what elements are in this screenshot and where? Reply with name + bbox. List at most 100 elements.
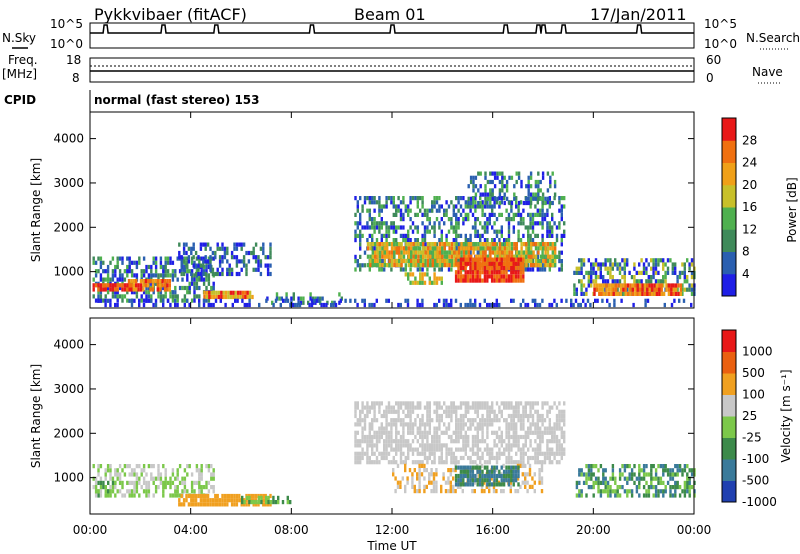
heatmap-cell	[397, 439, 400, 444]
heatmap-cell	[541, 263, 544, 268]
heatmap-cell	[154, 298, 158, 303]
heatmap-cell	[429, 254, 432, 259]
heatmap-cell	[587, 283, 590, 288]
heatmap-cell	[477, 242, 480, 247]
heatmap-cell	[500, 409, 503, 414]
heatmap-cell	[254, 242, 258, 247]
heatmap-cell	[195, 294, 199, 299]
heatmap-cell	[234, 294, 237, 300]
heatmap-cell	[132, 283, 135, 288]
heatmap-cell	[416, 280, 419, 285]
heatmap-cell	[399, 405, 403, 410]
heatmap-cell	[519, 422, 523, 427]
heatmap-cell	[514, 478, 518, 483]
heatmap-cell	[157, 476, 160, 481]
heatmap-cell	[240, 246, 243, 251]
heatmap-cell	[182, 242, 186, 247]
heatmap-cell	[527, 246, 530, 251]
heatmap-cell	[332, 302, 335, 308]
heatmap-cell	[159, 294, 163, 299]
heatmap-cell	[544, 254, 547, 259]
heatmap-cell	[109, 476, 112, 481]
heatmap-cell	[495, 451, 499, 456]
heatmap-cell	[541, 413, 544, 419]
heatmap-cell	[472, 196, 475, 201]
heatmap-cell	[183, 302, 186, 308]
heatmap-cell	[97, 269, 100, 274]
heatmap-cell	[553, 196, 556, 201]
heatmap-cell	[472, 242, 475, 247]
heatmap-cell	[467, 401, 470, 406]
heatmap-cell	[395, 225, 398, 230]
heatmap-cell	[534, 233, 537, 238]
heatmap-cell	[549, 200, 552, 206]
heatmap-cell	[126, 290, 129, 295]
heatmap-cell	[174, 485, 177, 490]
heatmap-cell	[245, 250, 248, 256]
heatmap-cell	[188, 290, 191, 295]
heatmap-cell	[512, 434, 515, 440]
heatmap-cell	[513, 184, 516, 189]
heatmap-cell	[457, 196, 460, 201]
heatmap-cell	[109, 287, 112, 292]
heatmap-cell	[269, 493, 272, 499]
heatmap-cell	[121, 468, 124, 473]
heatmap-cell	[623, 262, 626, 267]
heatmap-cell	[534, 422, 537, 427]
heatmap-cell	[541, 422, 544, 427]
heatmap-cell	[450, 200, 453, 205]
heatmap-cell	[626, 262, 629, 267]
heatmap-cell	[272, 500, 275, 505]
heatmap-cell	[174, 476, 177, 481]
heatmap-cell	[366, 455, 369, 461]
heatmap-cell	[491, 401, 494, 406]
heatmap-cell	[156, 279, 159, 284]
heatmap-cell	[621, 472, 624, 477]
heatmap-cell	[176, 476, 179, 481]
heatmap-cell	[664, 275, 667, 280]
heatmap-cell	[410, 258, 413, 263]
heatmap-cell	[368, 217, 371, 222]
heatmap-cell	[435, 409, 439, 414]
heatmap-cell	[484, 254, 487, 259]
heatmap-cell	[519, 418, 523, 423]
heatmap-cell	[385, 229, 388, 234]
heatmap-cell	[289, 500, 292, 505]
heatmap-cell	[536, 451, 539, 456]
heatmap-cell	[220, 294, 223, 300]
heatmap-cell	[495, 257, 499, 262]
heatmap-cell	[635, 279, 638, 284]
heatmap-cell	[395, 250, 398, 255]
heatmap-cell	[515, 254, 518, 259]
y-tick-label: 3000	[53, 176, 84, 190]
heatmap-cell	[123, 472, 127, 477]
heatmap-cell	[190, 271, 193, 277]
heatmap-cell	[233, 502, 236, 507]
heatmap-cell	[471, 204, 475, 209]
heatmap-cell	[645, 472, 648, 477]
heatmap-cell	[647, 485, 651, 490]
heatmap-cell	[503, 451, 506, 456]
heatmap-cell	[471, 270, 475, 275]
heatmap-cell	[419, 242, 422, 247]
heatmap-cell	[476, 265, 479, 271]
y-tick-label: 1000	[53, 471, 84, 485]
heatmap-cell	[106, 277, 110, 282]
heatmap-cell	[551, 217, 554, 222]
heatmap-cell	[681, 283, 684, 288]
heatmap-cell	[361, 455, 364, 461]
heatmap-cell	[104, 287, 107, 292]
heatmap-cell	[503, 175, 506, 180]
heatmap-cell	[479, 426, 482, 431]
heatmap-cell	[145, 264, 148, 270]
heatmap-cell	[388, 242, 391, 247]
heatmap-cell	[624, 287, 627, 292]
heatmap-cell	[392, 238, 395, 243]
heatmap-cell	[486, 465, 489, 470]
heatmap-cell	[638, 493, 641, 498]
heatmap-cell	[397, 418, 400, 423]
heatmap-cell	[269, 263, 272, 268]
heatmap-cell	[460, 246, 463, 251]
heatmap-cell	[223, 250, 227, 256]
heatmap-cell	[378, 242, 382, 247]
